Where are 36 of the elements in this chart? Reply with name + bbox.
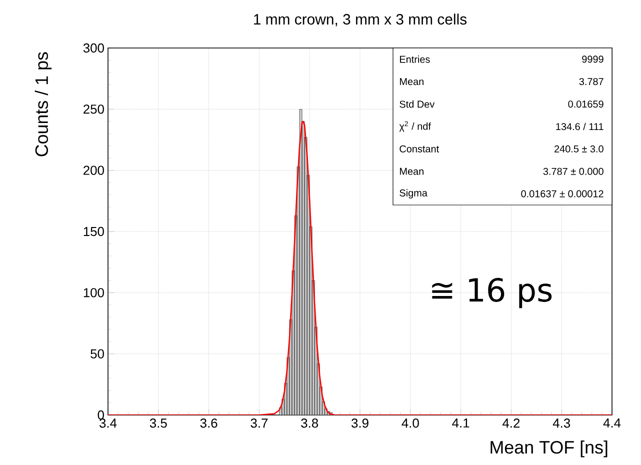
annotation: Constant bbox=[400, 145, 440, 152]
x-tick-label: 3.9 bbox=[352, 418, 368, 428]
y-tick-label: 150 bbox=[84, 226, 104, 236]
annotation: Sigma bbox=[400, 189, 428, 198]
x-tick-label: 4.0 bbox=[402, 418, 419, 428]
annotation: 3.787 bbox=[579, 78, 604, 86]
annotation: ≅ 16 ps bbox=[432, 278, 552, 308]
annotation: 0.01659 bbox=[568, 100, 604, 108]
annotation: Entries bbox=[400, 56, 430, 63]
annotation: 0.01637 ± 0.00012 bbox=[521, 190, 604, 198]
y-tick-label: 200 bbox=[84, 166, 104, 175]
y-axis-title: Counts / 1 ps bbox=[34, 52, 52, 156]
x-tick-label: 3.8 bbox=[301, 418, 318, 428]
annotation: 3.787 ± 0.000 bbox=[543, 168, 604, 175]
y-tick-label: 300 bbox=[83, 43, 104, 53]
x-tick-label: 4.1 bbox=[452, 418, 470, 428]
x-tick-label: 3.6 bbox=[200, 418, 218, 428]
x-tick-label: 3.7 bbox=[250, 418, 268, 428]
annotation: 9999 bbox=[582, 56, 604, 63]
x-tick-label: 4.2 bbox=[502, 418, 520, 428]
x-tick-label: 4.3 bbox=[552, 418, 570, 428]
y-tick-label: 100 bbox=[84, 288, 104, 298]
x-axis-title: Mean TOF [ns] bbox=[490, 440, 608, 458]
annotation: 134.6 / 111 bbox=[556, 122, 604, 130]
x-tick-label: 3.4 bbox=[100, 418, 117, 428]
annotation: Mean bbox=[400, 78, 424, 86]
x-tick-label: 3.5 bbox=[150, 418, 167, 428]
annotation: 240.5 ± 3.0 bbox=[554, 145, 604, 152]
y-tick-label: 50 bbox=[90, 349, 104, 358]
annotation: χ$^{2}$ / ndf bbox=[399, 121, 431, 132]
chart-title: 1 mm crown, 3 mm x 3 mm cells bbox=[254, 14, 467, 26]
y-tick-label: 0 bbox=[98, 410, 104, 420]
y-tick-label: 250 bbox=[84, 104, 104, 114]
annotation: Mean bbox=[400, 168, 424, 175]
annotation: Std Dev bbox=[400, 100, 435, 108]
x-tick-label: 4.4 bbox=[603, 418, 621, 428]
